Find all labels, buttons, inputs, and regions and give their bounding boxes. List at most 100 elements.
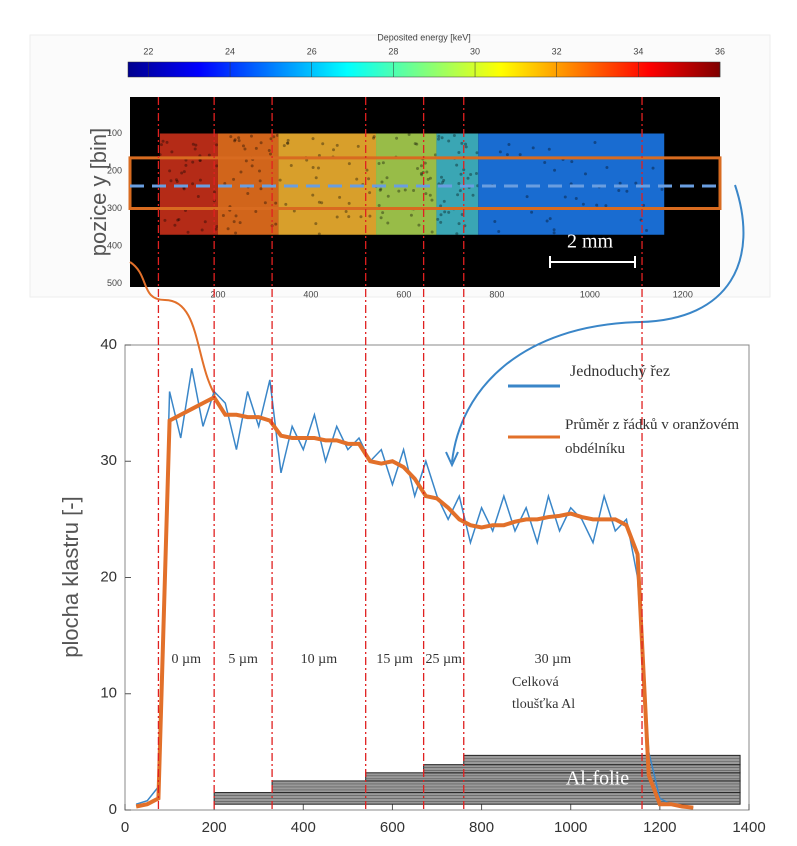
heatmap-speckle bbox=[336, 216, 339, 219]
heatmap-x-tick-label: 1000 bbox=[580, 289, 600, 299]
heatmap-speckle bbox=[243, 148, 246, 151]
heatmap-speckle bbox=[170, 150, 173, 153]
heatmap-speckle bbox=[379, 189, 382, 192]
heatmap-speckle bbox=[553, 228, 556, 231]
heatmap-speckle bbox=[191, 182, 194, 185]
colorbar-tick-label: 36 bbox=[715, 46, 725, 56]
heatmap-speckle bbox=[381, 211, 384, 214]
foil-layer bbox=[366, 773, 740, 781]
heatmap-speckle bbox=[368, 215, 371, 218]
heatmap-speckle bbox=[526, 195, 529, 198]
heatmap-speckle bbox=[187, 231, 190, 234]
heatmap-region bbox=[436, 134, 478, 235]
heatmap-speckle bbox=[458, 222, 461, 225]
heatmap-speckle bbox=[424, 192, 427, 195]
heatmap-speckle bbox=[397, 190, 400, 193]
heatmap-speckle bbox=[408, 133, 411, 136]
heatmap-speckle bbox=[194, 147, 197, 150]
heatmap-speckle bbox=[268, 149, 271, 152]
heatmap-speckle bbox=[318, 201, 321, 204]
heatmap-speckle bbox=[499, 150, 502, 153]
heatmap-speckle bbox=[386, 176, 389, 179]
heatmap-speckle bbox=[593, 141, 596, 144]
heatmap-speckle bbox=[233, 220, 236, 223]
heatmap-speckle bbox=[553, 231, 556, 234]
heatmap-x-tick-label: 200 bbox=[210, 289, 225, 299]
x-tick-label: 1400 bbox=[732, 819, 765, 836]
heatmap-y-tick-label: 200 bbox=[107, 165, 122, 175]
x-tick-label: 1200 bbox=[643, 819, 676, 836]
heatmap-speckle bbox=[336, 144, 339, 147]
heatmap-speckle bbox=[169, 179, 172, 182]
y-tick-label: 20 bbox=[100, 568, 117, 585]
thickness-label: 15 µm bbox=[376, 652, 413, 667]
heatmap-speckle bbox=[233, 139, 236, 142]
heatmap-speckle bbox=[437, 135, 440, 138]
heatmap-speckle bbox=[355, 178, 358, 181]
heatmap-speckle bbox=[424, 162, 427, 165]
heatmap-speckle bbox=[368, 191, 371, 194]
heatmap-speckle bbox=[382, 161, 385, 164]
heatmap-speckle bbox=[180, 172, 183, 175]
y-tick-label: 10 bbox=[100, 685, 117, 702]
heatmap-speckle bbox=[493, 220, 496, 223]
heatmap-speckle bbox=[475, 172, 478, 175]
heatmap-speckle bbox=[459, 189, 462, 192]
heatmap-speckle bbox=[439, 213, 442, 216]
heatmap-speckle bbox=[168, 169, 171, 172]
heatmap-speckle bbox=[250, 135, 253, 138]
heatmap-speckle bbox=[460, 173, 463, 176]
heatmap-speckle bbox=[604, 204, 607, 207]
heatmap-speckle bbox=[235, 214, 238, 217]
heatmap-speckle bbox=[284, 203, 287, 206]
heatmap-speckle bbox=[242, 144, 245, 147]
heatmap-speckle bbox=[264, 201, 267, 204]
heatmap-speckle bbox=[201, 228, 204, 231]
heatmap-speckle bbox=[453, 134, 456, 137]
heatmap-speckle bbox=[530, 211, 533, 214]
colorbar-tick-label: 34 bbox=[633, 46, 643, 56]
scalebar-label: 2 mm bbox=[567, 231, 614, 253]
heatmap-speckle bbox=[215, 143, 218, 146]
heatmap-speckle bbox=[246, 192, 249, 195]
heatmap-speckle bbox=[378, 204, 381, 207]
heatmap-speckle bbox=[548, 148, 551, 151]
heatmap-speckle bbox=[373, 135, 376, 138]
heatmap-speckle bbox=[634, 182, 637, 185]
heatmap-speckle bbox=[605, 166, 608, 169]
heatmap-speckle bbox=[204, 220, 207, 223]
heatmap-speckle bbox=[469, 173, 472, 176]
heatmap-speckle bbox=[314, 222, 317, 225]
heatmap-speckle bbox=[465, 145, 468, 148]
heatmap-speckle bbox=[215, 164, 218, 167]
heatmap-speckle bbox=[357, 145, 360, 148]
heatmap-speckle bbox=[460, 142, 463, 145]
heatmap-y-tick-label: 300 bbox=[107, 203, 122, 213]
heatmap-speckle bbox=[455, 164, 458, 167]
heatmap-speckle bbox=[259, 187, 262, 190]
legend-label: Průměr z řádků v oranžovém obdélníku bbox=[565, 413, 785, 461]
heatmap-speckle bbox=[279, 179, 282, 182]
heatmap-speckle bbox=[519, 153, 522, 156]
heatmap-speckle bbox=[232, 178, 235, 181]
heatmap-speckle bbox=[222, 214, 225, 217]
y-tick-label: 40 bbox=[100, 336, 117, 353]
heatmap-speckle bbox=[286, 142, 289, 145]
heatmap-speckle bbox=[229, 135, 232, 138]
heatmap-speckle bbox=[237, 136, 240, 139]
heatmap-speckle bbox=[258, 170, 261, 173]
heatmap-speckle bbox=[447, 211, 450, 214]
heatmap-speckle bbox=[415, 143, 418, 146]
x-tick-label: 200 bbox=[202, 819, 227, 836]
heatmap-speckle bbox=[367, 177, 370, 180]
heatmap-speckle bbox=[238, 139, 241, 142]
heatmap-speckle bbox=[564, 196, 567, 199]
heatmap-speckle bbox=[318, 232, 321, 235]
heatmap-speckle bbox=[163, 219, 166, 222]
heatmap-speckle bbox=[429, 194, 432, 197]
heatmap-speckle bbox=[199, 159, 202, 162]
foil-label: Al-folie bbox=[566, 767, 629, 789]
y-tick-label: 30 bbox=[100, 452, 117, 469]
heatmap-speckle bbox=[395, 137, 398, 140]
heatmap-speckle bbox=[625, 190, 628, 193]
